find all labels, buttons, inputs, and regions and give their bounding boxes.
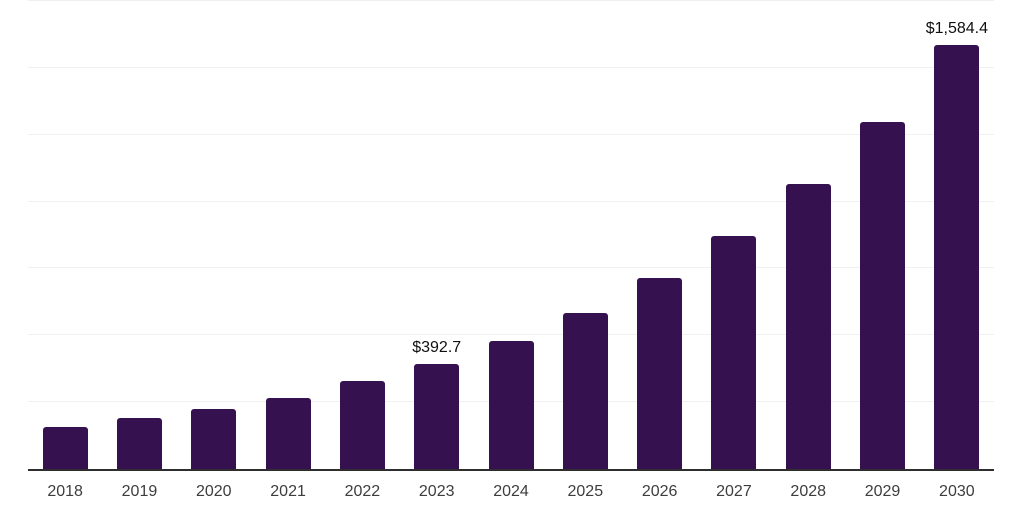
gridline-1500	[28, 66, 994, 68]
x-tick-2018: 2018	[47, 483, 83, 500]
x-tick-2030: 2030	[939, 483, 975, 500]
x-tick-2020: 2020	[195, 483, 232, 500]
x-tick-2022: 2022	[344, 483, 381, 500]
bar-2023	[414, 363, 460, 469]
x-tick-2027: 2027	[716, 483, 752, 500]
x-tick-2021: 2021	[270, 483, 306, 500]
x-tick-2019: 2019	[121, 483, 158, 500]
bar-2019	[116, 417, 162, 469]
gridline-1000	[28, 200, 994, 202]
data-label-2030: $1,584.4	[925, 20, 988, 38]
x-tick-2025: 2025	[567, 483, 604, 500]
gridline-1750	[28, 0, 994, 1]
bar-2020	[191, 408, 237, 469]
x-tick-2024: 2024	[493, 483, 529, 500]
bar-2030	[934, 45, 980, 469]
data-label-2023: $392.7	[412, 338, 462, 356]
bar-2026	[637, 278, 683, 469]
bar-2028	[785, 184, 831, 469]
x-tick-2026: 2026	[641, 483, 678, 500]
gridline-500	[28, 334, 994, 336]
x-tick-2023: 2023	[418, 483, 455, 500]
x-tick-2029: 2029	[864, 483, 901, 500]
x-tick-2028: 2028	[790, 483, 827, 500]
bar-2027	[711, 236, 757, 469]
bar-2022	[339, 380, 385, 469]
bar-2024	[488, 340, 534, 469]
bar-2021	[265, 397, 311, 469]
bar-2018	[42, 426, 88, 469]
gridline-750	[28, 267, 994, 269]
bar-2025	[562, 312, 608, 469]
plot-area: $392.7 $1,584.4	[28, 0, 994, 471]
x-axis-labels: 2018 2019 2020 2021 2022 2023 2024 2025 2026 2027…	[28, 480, 994, 506]
bar-2029	[860, 121, 906, 469]
gridline-1250	[28, 133, 994, 135]
